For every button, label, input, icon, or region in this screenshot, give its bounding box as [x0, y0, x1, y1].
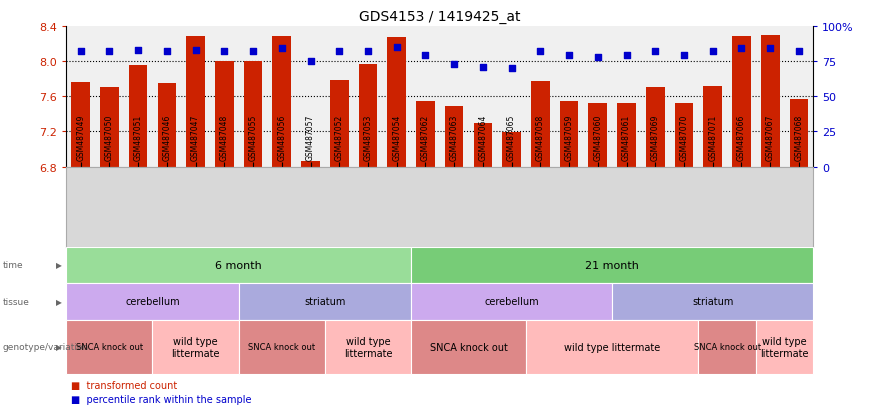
Point [705, 49, 720, 55]
Bar [560, 102, 578, 167]
Text: 6 month: 6 month [216, 260, 262, 271]
Bar [359, 64, 377, 167]
Text: striatum: striatum [304, 297, 346, 306]
Point [735, 46, 749, 52]
Text: time: time [3, 261, 23, 270]
Title: GDS4153 / 1419425_at: GDS4153 / 1419425_at [359, 10, 521, 24]
Text: 21 month: 21 month [585, 260, 639, 271]
Text: SNCA knock out: SNCA knock out [430, 342, 507, 352]
Point [303, 59, 317, 65]
Text: ▶: ▶ [56, 297, 62, 306]
Bar [474, 123, 492, 167]
Point [620, 53, 634, 59]
Text: SNCA knock out: SNCA knock out [76, 342, 143, 351]
Text: striatum: striatum [692, 297, 734, 306]
Point [217, 49, 232, 55]
Bar [502, 133, 521, 167]
Bar [589, 104, 607, 167]
Point [763, 46, 777, 52]
Bar [72, 83, 90, 167]
Text: SNCA knock out: SNCA knock out [694, 342, 760, 351]
Bar [674, 104, 693, 167]
Point [332, 49, 347, 55]
Text: cerebellum: cerebellum [126, 297, 179, 306]
Point [418, 53, 432, 59]
Point [648, 49, 662, 55]
Point [447, 62, 461, 68]
Point [246, 49, 260, 55]
Text: ■  percentile rank within the sample: ■ percentile rank within the sample [71, 394, 251, 404]
Bar [272, 37, 291, 167]
Bar [704, 86, 722, 167]
Point [73, 49, 88, 55]
Bar [761, 36, 780, 167]
Point [677, 53, 691, 59]
Bar [416, 102, 435, 167]
Bar [330, 81, 348, 167]
Point [103, 49, 117, 55]
Bar [445, 107, 463, 167]
Bar [387, 38, 406, 167]
Point [792, 49, 806, 55]
Text: ▶: ▶ [56, 342, 62, 351]
Bar [789, 100, 808, 167]
Text: wild type
littermate: wild type littermate [760, 336, 809, 358]
Bar [732, 37, 751, 167]
Bar [531, 82, 550, 167]
Bar [100, 88, 118, 167]
Point [562, 53, 576, 59]
Bar [244, 62, 263, 167]
Point [591, 55, 605, 61]
Bar [129, 66, 148, 167]
Point [275, 46, 289, 52]
Point [390, 45, 404, 51]
Text: ▶: ▶ [56, 261, 62, 270]
Point [476, 64, 490, 71]
Bar [157, 84, 176, 167]
Text: tissue: tissue [3, 297, 29, 306]
Text: wild type littermate: wild type littermate [564, 342, 660, 352]
Text: genotype/variation: genotype/variation [3, 342, 89, 351]
Text: wild type
littermate: wild type littermate [171, 336, 220, 358]
Bar [215, 62, 233, 167]
Point [131, 47, 145, 54]
Bar [617, 104, 636, 167]
Point [160, 49, 174, 55]
Text: SNCA knock out: SNCA knock out [248, 342, 316, 351]
Bar [187, 37, 205, 167]
Point [361, 49, 375, 55]
Point [533, 49, 547, 55]
Point [188, 47, 202, 54]
Bar [301, 161, 320, 167]
Text: ■  transformed count: ■ transformed count [71, 380, 177, 389]
Text: wild type
littermate: wild type littermate [344, 336, 392, 358]
Bar [646, 88, 665, 167]
Text: cerebellum: cerebellum [484, 297, 539, 306]
Point [505, 66, 519, 72]
